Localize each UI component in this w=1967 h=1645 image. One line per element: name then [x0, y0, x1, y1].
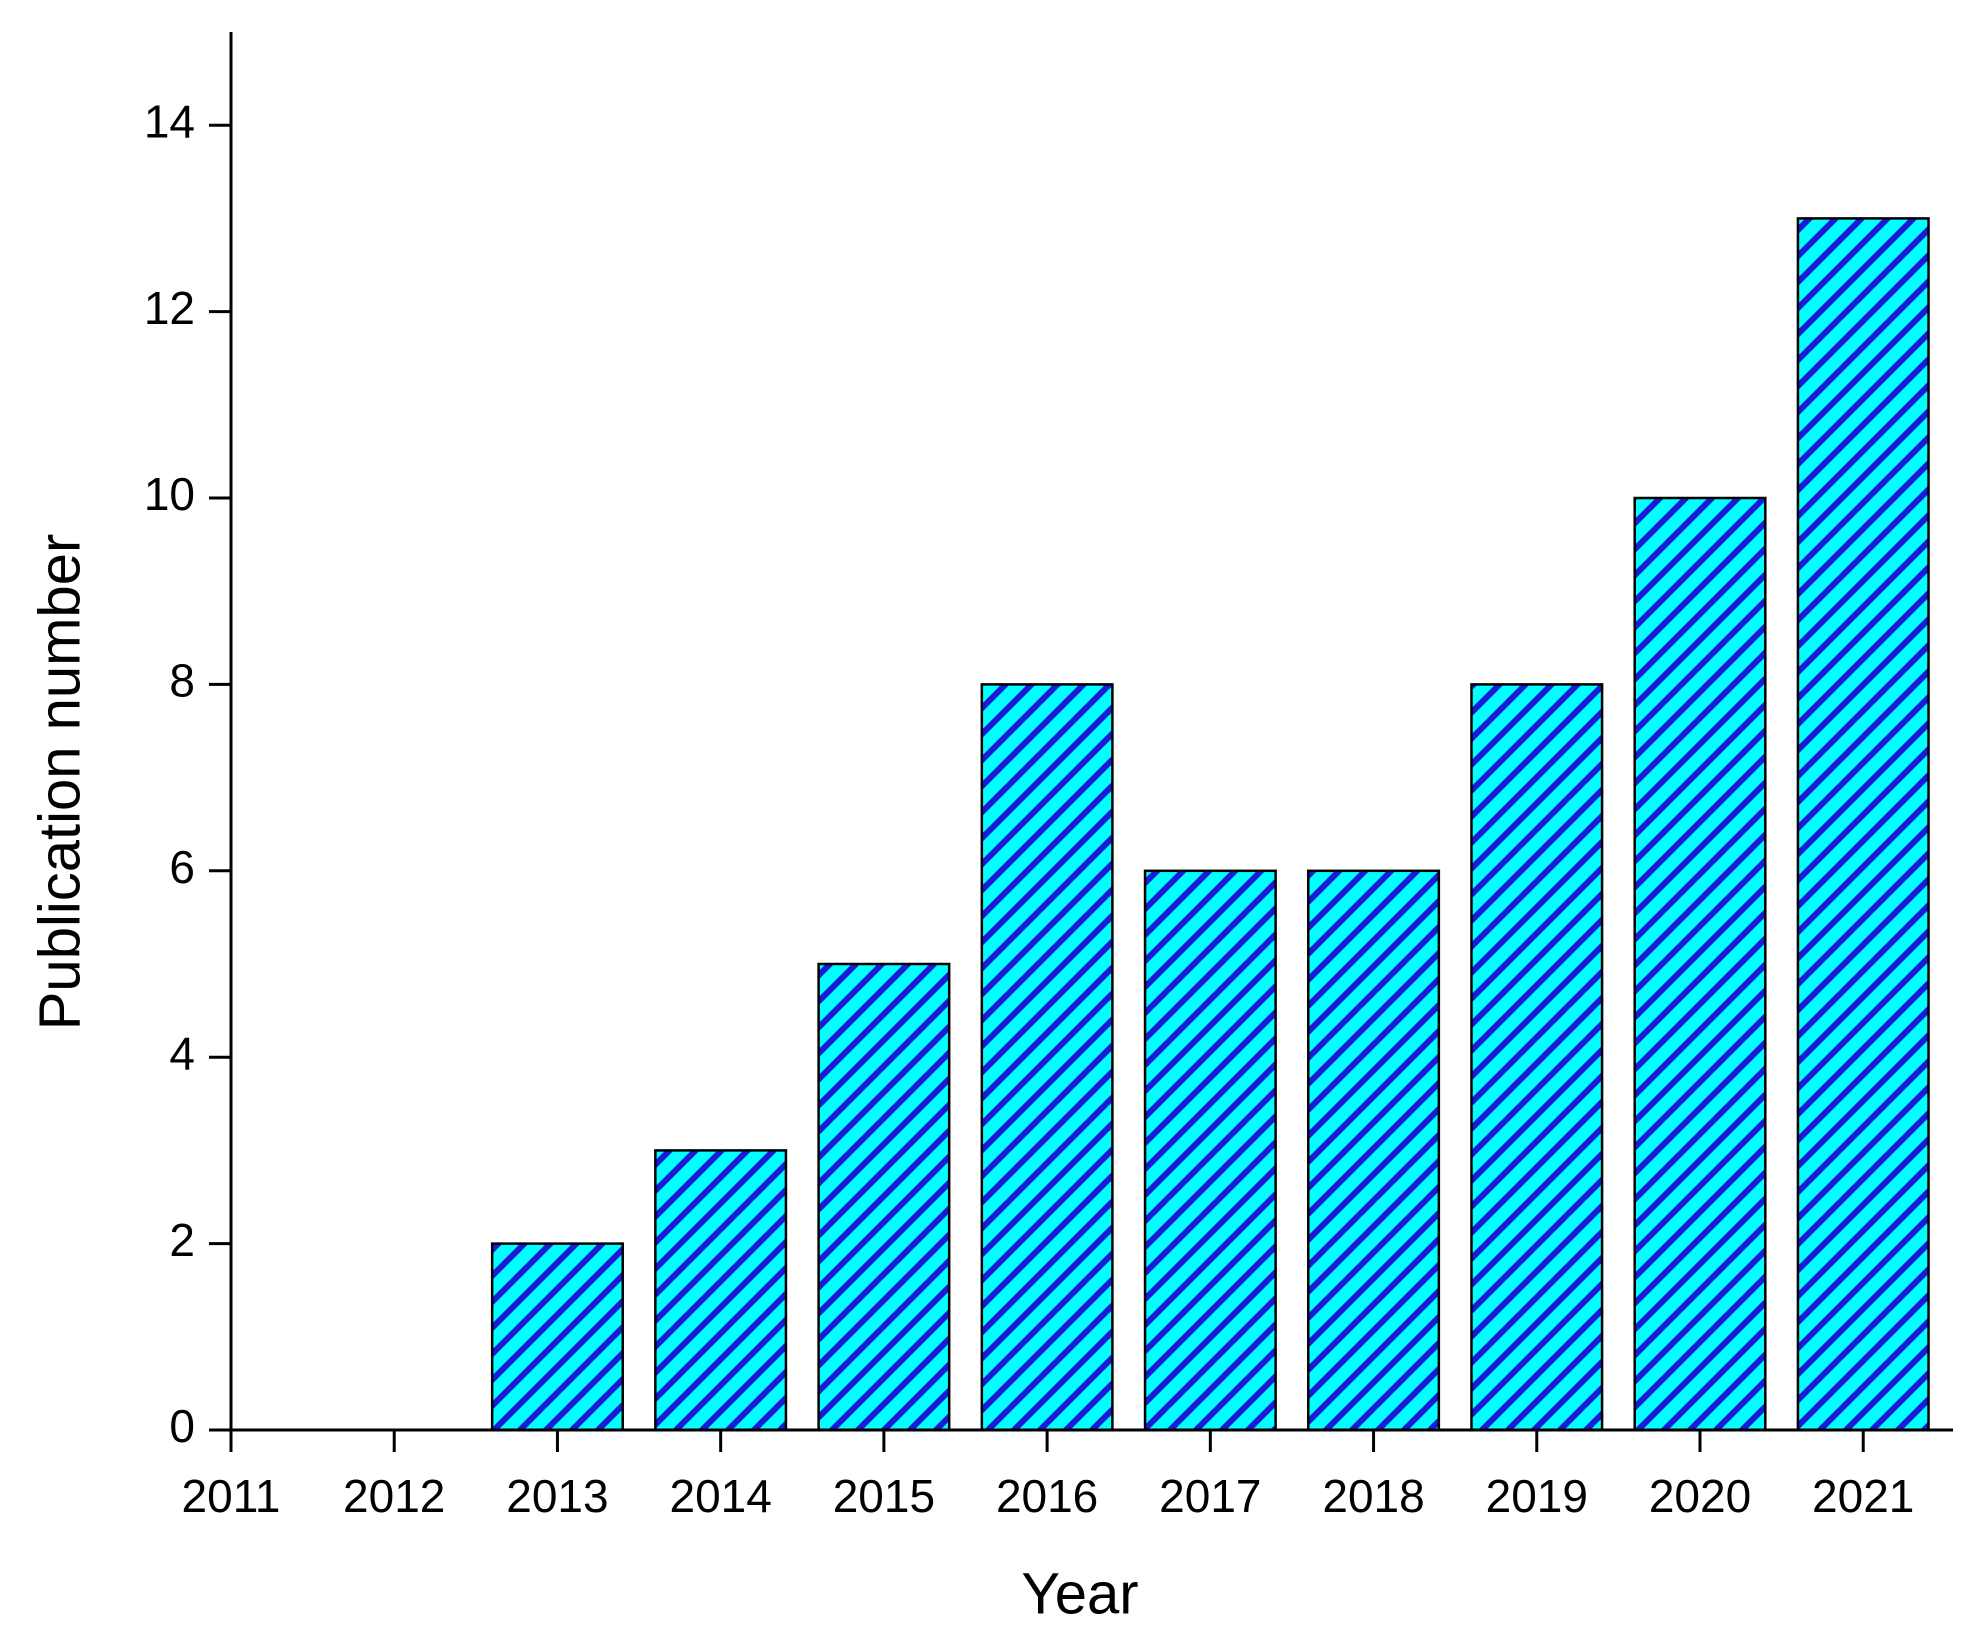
bar: [1307, 869, 1441, 1432]
y-tick-label: 14: [144, 95, 195, 147]
y-tick-label: 4: [169, 1027, 195, 1079]
bar: [1796, 217, 1930, 1432]
bar: [1143, 869, 1277, 1432]
y-tick-label: 12: [144, 282, 195, 334]
bar: [490, 1242, 624, 1432]
y-tick-label: 6: [169, 841, 195, 893]
x-axis-title: Year: [1021, 1561, 1138, 1626]
y-tick-label: 8: [169, 655, 195, 707]
bar: [1633, 496, 1767, 1432]
bar: [817, 962, 951, 1432]
x-tick-label: 2017: [1159, 1470, 1261, 1522]
x-tick-label: 2015: [833, 1470, 935, 1522]
bar: [980, 683, 1114, 1432]
y-tick-label: 0: [169, 1400, 195, 1452]
y-tick-label: 2: [169, 1214, 195, 1266]
x-tick-label: 2020: [1649, 1470, 1751, 1522]
x-tick-label: 2018: [1322, 1470, 1424, 1522]
x-tick-label: 2021: [1812, 1470, 1914, 1522]
x-tick-label: 2019: [1486, 1470, 1588, 1522]
bar: [1470, 683, 1604, 1432]
bar: [654, 1149, 788, 1432]
x-tick-label: 2011: [182, 1470, 281, 1522]
y-tick-label: 10: [144, 468, 195, 520]
x-tick-label: 2016: [996, 1470, 1098, 1522]
y-axis-title: Publication number: [27, 534, 92, 1031]
x-tick-label: 2013: [506, 1470, 608, 1522]
x-tick-label: 2012: [343, 1470, 445, 1522]
x-tick-label: 2014: [669, 1470, 771, 1522]
